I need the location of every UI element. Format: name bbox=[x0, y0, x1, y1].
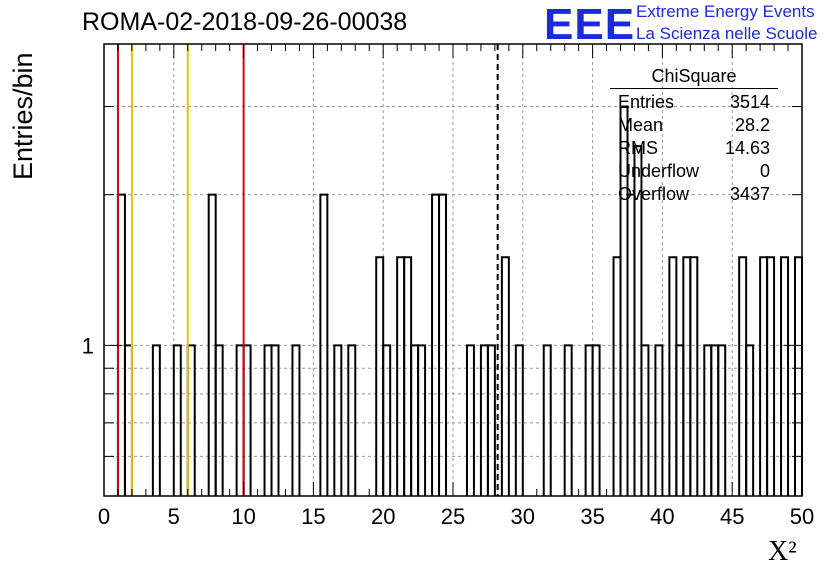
histogram-bin bbox=[396, 256, 406, 496]
histogram-bin bbox=[780, 256, 790, 496]
stats-row-entries: Entries 3514 bbox=[610, 91, 778, 114]
stats-label: Underflow bbox=[618, 161, 700, 181]
chart-title: ROMA-02-2018-09-26-00038 bbox=[82, 8, 408, 36]
x-tick-label: 0 bbox=[98, 504, 110, 529]
histogram-bin bbox=[682, 256, 692, 496]
stats-row-overflow: Overflow 3437 bbox=[610, 183, 778, 206]
histogram-bin bbox=[347, 344, 357, 496]
x-tick-label: 25 bbox=[441, 504, 465, 529]
x-tick-label: 5 bbox=[168, 504, 180, 529]
histogram-bin bbox=[745, 344, 755, 496]
histogram-bin bbox=[542, 344, 552, 496]
x-tick-label: 15 bbox=[301, 504, 325, 529]
histogram-bin bbox=[654, 344, 664, 496]
histogram-bin bbox=[438, 193, 448, 496]
threshold-markers bbox=[116, 44, 499, 496]
y-tick-label: 1 bbox=[82, 333, 94, 358]
histogram-bin bbox=[465, 344, 475, 496]
x-tick-label: 20 bbox=[371, 504, 395, 529]
histogram-bin bbox=[612, 256, 622, 496]
histogram-bin bbox=[214, 344, 224, 496]
histogram-bin bbox=[633, 145, 643, 496]
stats-row-mean: Mean 28.2 bbox=[610, 114, 778, 137]
x-tick-label: 35 bbox=[580, 504, 604, 529]
logo-line-1: Extreme Energy Events bbox=[636, 2, 815, 21]
y-axis-label: Entries/bin bbox=[8, 52, 38, 180]
stats-row-rms: RMS 14.63 bbox=[610, 137, 778, 160]
histogram-bin bbox=[738, 256, 748, 496]
stats-value: 28.2 bbox=[734, 115, 770, 135]
histogram-bin bbox=[333, 344, 343, 496]
x-tick-label: 30 bbox=[511, 504, 535, 529]
x-axis-label: X² bbox=[768, 536, 797, 567]
histogram-bin bbox=[668, 256, 678, 496]
stats-label: Overflow bbox=[618, 184, 690, 204]
histogram-bin bbox=[563, 344, 573, 496]
histogram-bin bbox=[319, 193, 329, 496]
x-tick-label: 50 bbox=[790, 504, 814, 529]
histogram-bin bbox=[514, 344, 524, 496]
x-tick-label: 40 bbox=[650, 504, 674, 529]
stats-box: ChiSquare Entries 3514 Mean 28.2 RMS 14.63 … bbox=[610, 66, 778, 206]
stats-value: 0 bbox=[759, 161, 770, 181]
stats-value: 3437 bbox=[729, 184, 770, 204]
x-tick-label: 45 bbox=[720, 504, 744, 529]
stats-row-underflow: Underflow 0 bbox=[610, 160, 778, 183]
axes: 0 5 10 15 20 25 30 35 40 45 50 1 bbox=[82, 43, 814, 529]
histogram-bin bbox=[403, 256, 413, 496]
stats-value: 3514 bbox=[729, 92, 770, 112]
stats-title: ChiSquare bbox=[610, 66, 778, 89]
histogram-bin bbox=[591, 344, 601, 496]
grid bbox=[104, 44, 802, 496]
x-tick-label: 10 bbox=[231, 504, 255, 529]
histogram-bin bbox=[382, 344, 392, 496]
stats-value: 14.63 bbox=[724, 138, 770, 158]
stats-label: Mean bbox=[618, 115, 664, 135]
histogram-bin bbox=[766, 256, 776, 496]
histogram-bin bbox=[500, 256, 510, 496]
histogram-bin bbox=[270, 344, 280, 496]
histogram-bin bbox=[689, 256, 699, 496]
histogram-bin bbox=[151, 344, 161, 496]
eee-logo: EEE bbox=[544, 0, 636, 49]
histogram-bin bbox=[291, 344, 301, 496]
histogram-bin bbox=[172, 344, 182, 496]
histogram-bin bbox=[794, 256, 803, 496]
histogram-bin bbox=[417, 344, 427, 496]
histogram-bin bbox=[640, 344, 650, 496]
histogram-bin bbox=[486, 344, 496, 496]
stats-label: RMS bbox=[618, 138, 658, 158]
logo-line-2: La Scienza nelle Scuole bbox=[636, 24, 818, 43]
histogram-bin bbox=[759, 256, 769, 496]
stats-label: Entries bbox=[618, 92, 675, 112]
histogram-bin bbox=[375, 256, 385, 496]
histogram-bin bbox=[717, 344, 727, 496]
